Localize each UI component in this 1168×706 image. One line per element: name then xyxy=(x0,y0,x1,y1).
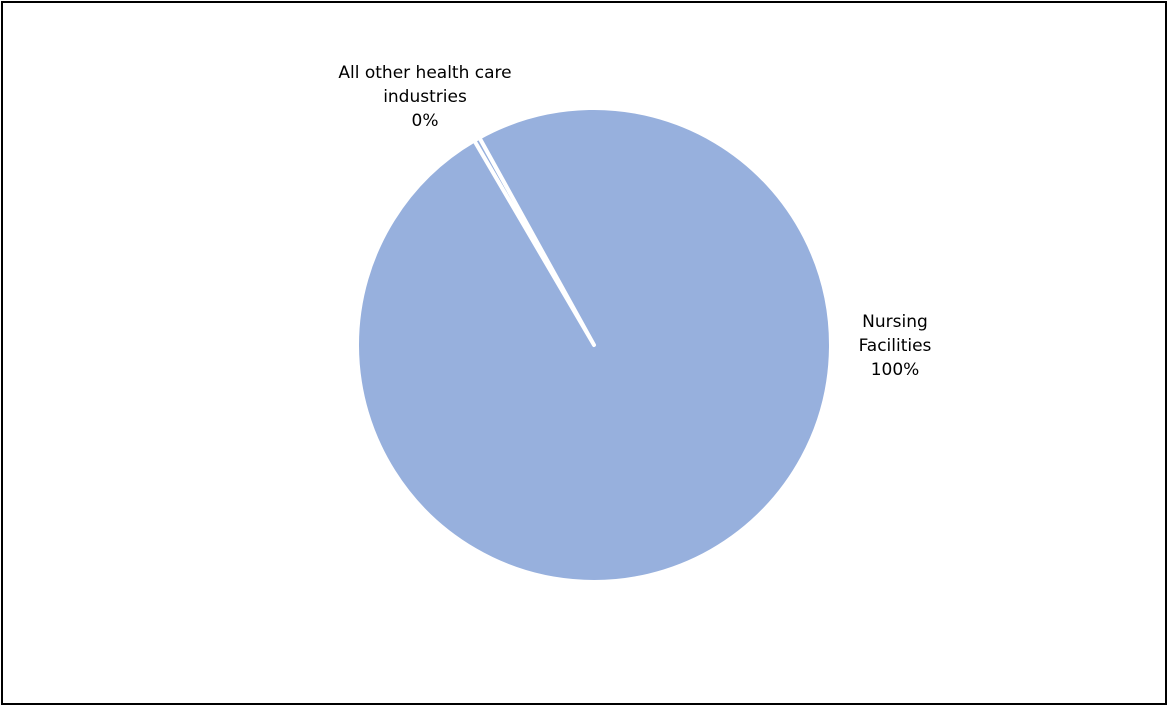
slice-label-all-other-health-care-industries: All other health care industries 0% xyxy=(310,61,540,133)
pie-slices xyxy=(355,106,833,584)
slice-label-value: 100% xyxy=(870,360,920,380)
slice-label-nursing-facilities: Nursing Facilities 100% xyxy=(835,310,955,382)
pie-slice-nursing-facilities xyxy=(355,106,833,584)
slice-label-value: 0% xyxy=(411,111,439,131)
slice-label-line: Facilities xyxy=(858,336,932,356)
slice-label-line: All other health care xyxy=(338,63,512,83)
slice-label-line: Nursing xyxy=(862,312,928,332)
slice-label-line: industries xyxy=(383,87,467,107)
